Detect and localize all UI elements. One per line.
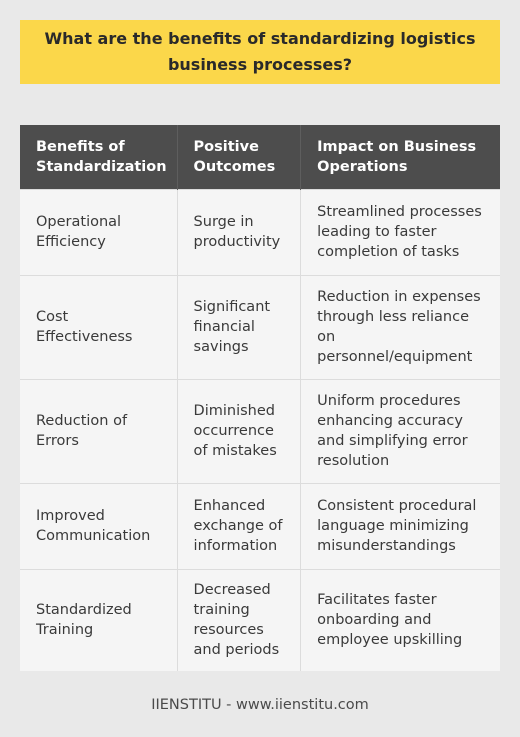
impact-cell: Facilitates faster onboarding and employ… bbox=[300, 568, 500, 671]
benefit-cell: Reduction of Errors bbox=[20, 378, 178, 483]
table-row: Standardized Training Decreased training… bbox=[20, 568, 500, 671]
benefit-cell: Operational Efficiency bbox=[20, 188, 178, 275]
outcome-cell: Enhanced exchange of information bbox=[176, 482, 301, 569]
benefit-cell: Improved Communication bbox=[20, 482, 178, 569]
impact-cell: Consistent procedural language minimizin… bbox=[300, 482, 500, 569]
impact-cell: Streamlined processes leading to faster … bbox=[300, 188, 500, 275]
table-row: Cost Effectiveness Significant financial… bbox=[20, 274, 500, 379]
page-title: What are the benefits of standardizing l… bbox=[20, 20, 500, 84]
outcome-cell: Significant financial savings bbox=[176, 274, 301, 379]
column-header-benefits: Benefits of Standardization bbox=[20, 125, 178, 189]
impact-cell: Reduction in expenses through less relia… bbox=[300, 274, 500, 379]
table-header-row: Benefits of Standardization Positive Out… bbox=[20, 125, 500, 189]
benefits-table: Benefits of Standardization Positive Out… bbox=[20, 125, 500, 671]
column-header-outcomes: Positive Outcomes bbox=[176, 125, 301, 189]
table-row: Improved Communication Enhanced exchange… bbox=[20, 482, 500, 569]
outcome-cell: Decreased training resources and periods bbox=[176, 568, 301, 671]
table-row: Operational Efficiency Surge in producti… bbox=[20, 188, 500, 275]
column-header-impact: Impact on Business Operations bbox=[300, 125, 500, 189]
outcome-cell: Surge in productivity bbox=[176, 188, 301, 275]
table-row: Reduction of Errors Diminished occurrenc… bbox=[20, 378, 500, 483]
outcome-cell: Diminished occurrence of mistakes bbox=[176, 378, 301, 483]
footer-credit: IIENSTITU - www.iienstitu.com bbox=[151, 697, 369, 713]
benefit-cell: Cost Effectiveness bbox=[20, 274, 178, 379]
benefit-cell: Standardized Training bbox=[20, 568, 178, 671]
impact-cell: Uniform procedures enhancing accuracy an… bbox=[300, 378, 500, 483]
